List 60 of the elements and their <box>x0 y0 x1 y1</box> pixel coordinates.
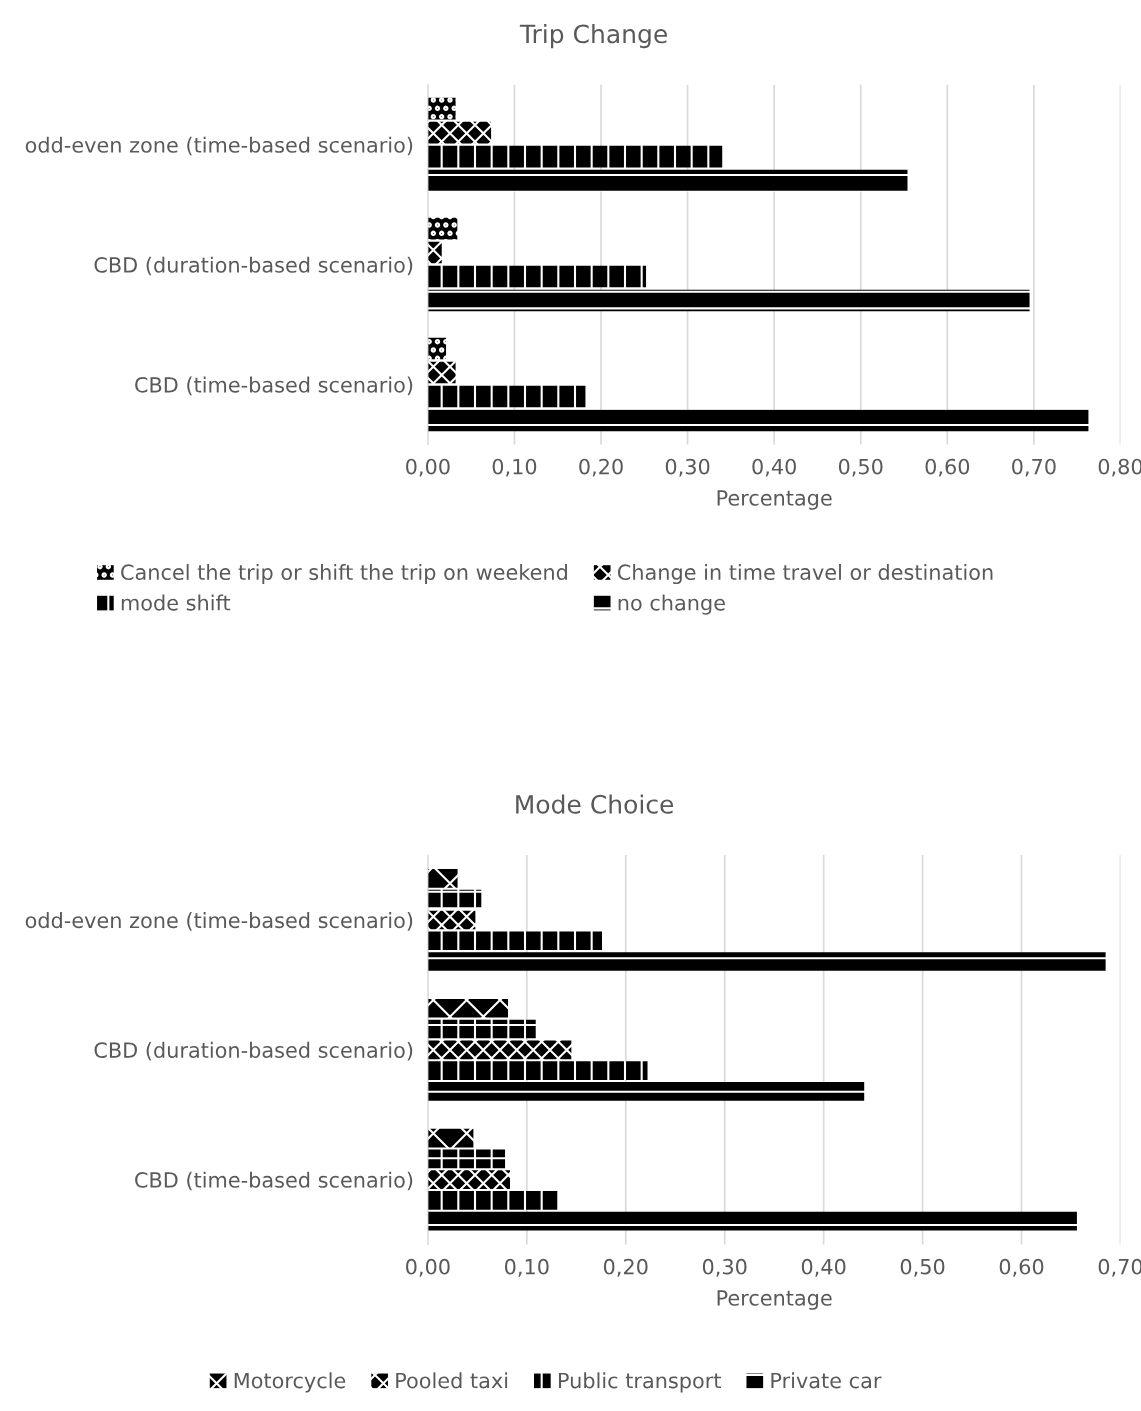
bar <box>427 1191 559 1210</box>
x-tick-label: 0,60 <box>999 1258 1044 1277</box>
chart-title: Mode Choice <box>516 794 674 814</box>
legend-label: mode shift <box>121 594 231 611</box>
x-tick-label: 0,40 <box>752 458 796 477</box>
x-tick-label: 0,50 <box>838 458 883 477</box>
bar <box>427 1211 1077 1231</box>
y-tick-label: odd-even zone (time-based scenario) <box>25 136 413 156</box>
bar <box>427 1149 506 1169</box>
x-tick-label: 0,30 <box>665 458 710 477</box>
bar <box>427 241 442 264</box>
bar <box>427 145 723 168</box>
y-tick-label: CBD (duration-based scenario) <box>94 256 413 276</box>
bar <box>427 910 476 930</box>
x-tick-label: 0,10 <box>505 1258 549 1277</box>
bar <box>427 217 458 240</box>
bar <box>427 889 482 909</box>
y-tick-label: CBD (time-based scenario) <box>135 376 413 396</box>
legend-label: Change in time travel or destination <box>617 563 993 585</box>
y-tick-label: CBD (duration-based scenario) <box>94 1041 413 1061</box>
x-tick-label: 0,20 <box>603 1258 648 1277</box>
x-tick-label: 0,70 <box>1012 458 1056 477</box>
x-tick-label: 0,60 <box>925 458 970 477</box>
x-tick-label: 0,40 <box>801 1258 846 1277</box>
bar <box>427 337 447 360</box>
bar <box>427 1170 510 1189</box>
x-tick-label: 0,00 <box>406 458 450 477</box>
bar <box>427 169 908 192</box>
bar <box>427 1081 865 1101</box>
x-axis-title: Percentage <box>717 490 832 510</box>
bar <box>427 998 509 1018</box>
x-tick-label: 0,50 <box>900 1258 945 1277</box>
y-tick-label: CBD (time-based scenario) <box>135 1171 413 1191</box>
bar <box>427 952 1106 971</box>
x-tick-label: 0,20 <box>579 458 623 477</box>
legend-label: Motorcycle <box>234 1372 346 1393</box>
legend-label: Private car <box>771 1372 882 1389</box>
legend-label: Pooled taxi <box>396 1372 508 1389</box>
bar <box>427 931 603 951</box>
x-axis-title: Percentage <box>717 1290 832 1310</box>
bar <box>427 409 1089 432</box>
chart-title: Trip Change <box>519 24 667 49</box>
bar <box>427 265 647 288</box>
bar <box>427 97 456 120</box>
bar <box>427 1019 536 1039</box>
x-tick-label: 0,10 <box>492 458 537 477</box>
bar <box>427 1128 474 1148</box>
legend-label: no change <box>618 594 725 615</box>
x-tick-label: 0,30 <box>702 1258 747 1277</box>
bar <box>427 385 586 408</box>
legend-label: Public transport <box>558 1372 721 1393</box>
x-tick-label: 0,00 <box>406 1258 450 1277</box>
bar <box>427 289 1030 312</box>
y-tick-label: odd-even zone (time-based scenario) <box>25 912 413 931</box>
bar <box>427 1040 572 1060</box>
legend-label: Cancel the trip or shift the trip on weekend <box>121 563 567 585</box>
bar <box>427 1061 648 1080</box>
bar <box>427 121 492 144</box>
bar <box>427 869 458 888</box>
bar <box>427 361 456 384</box>
